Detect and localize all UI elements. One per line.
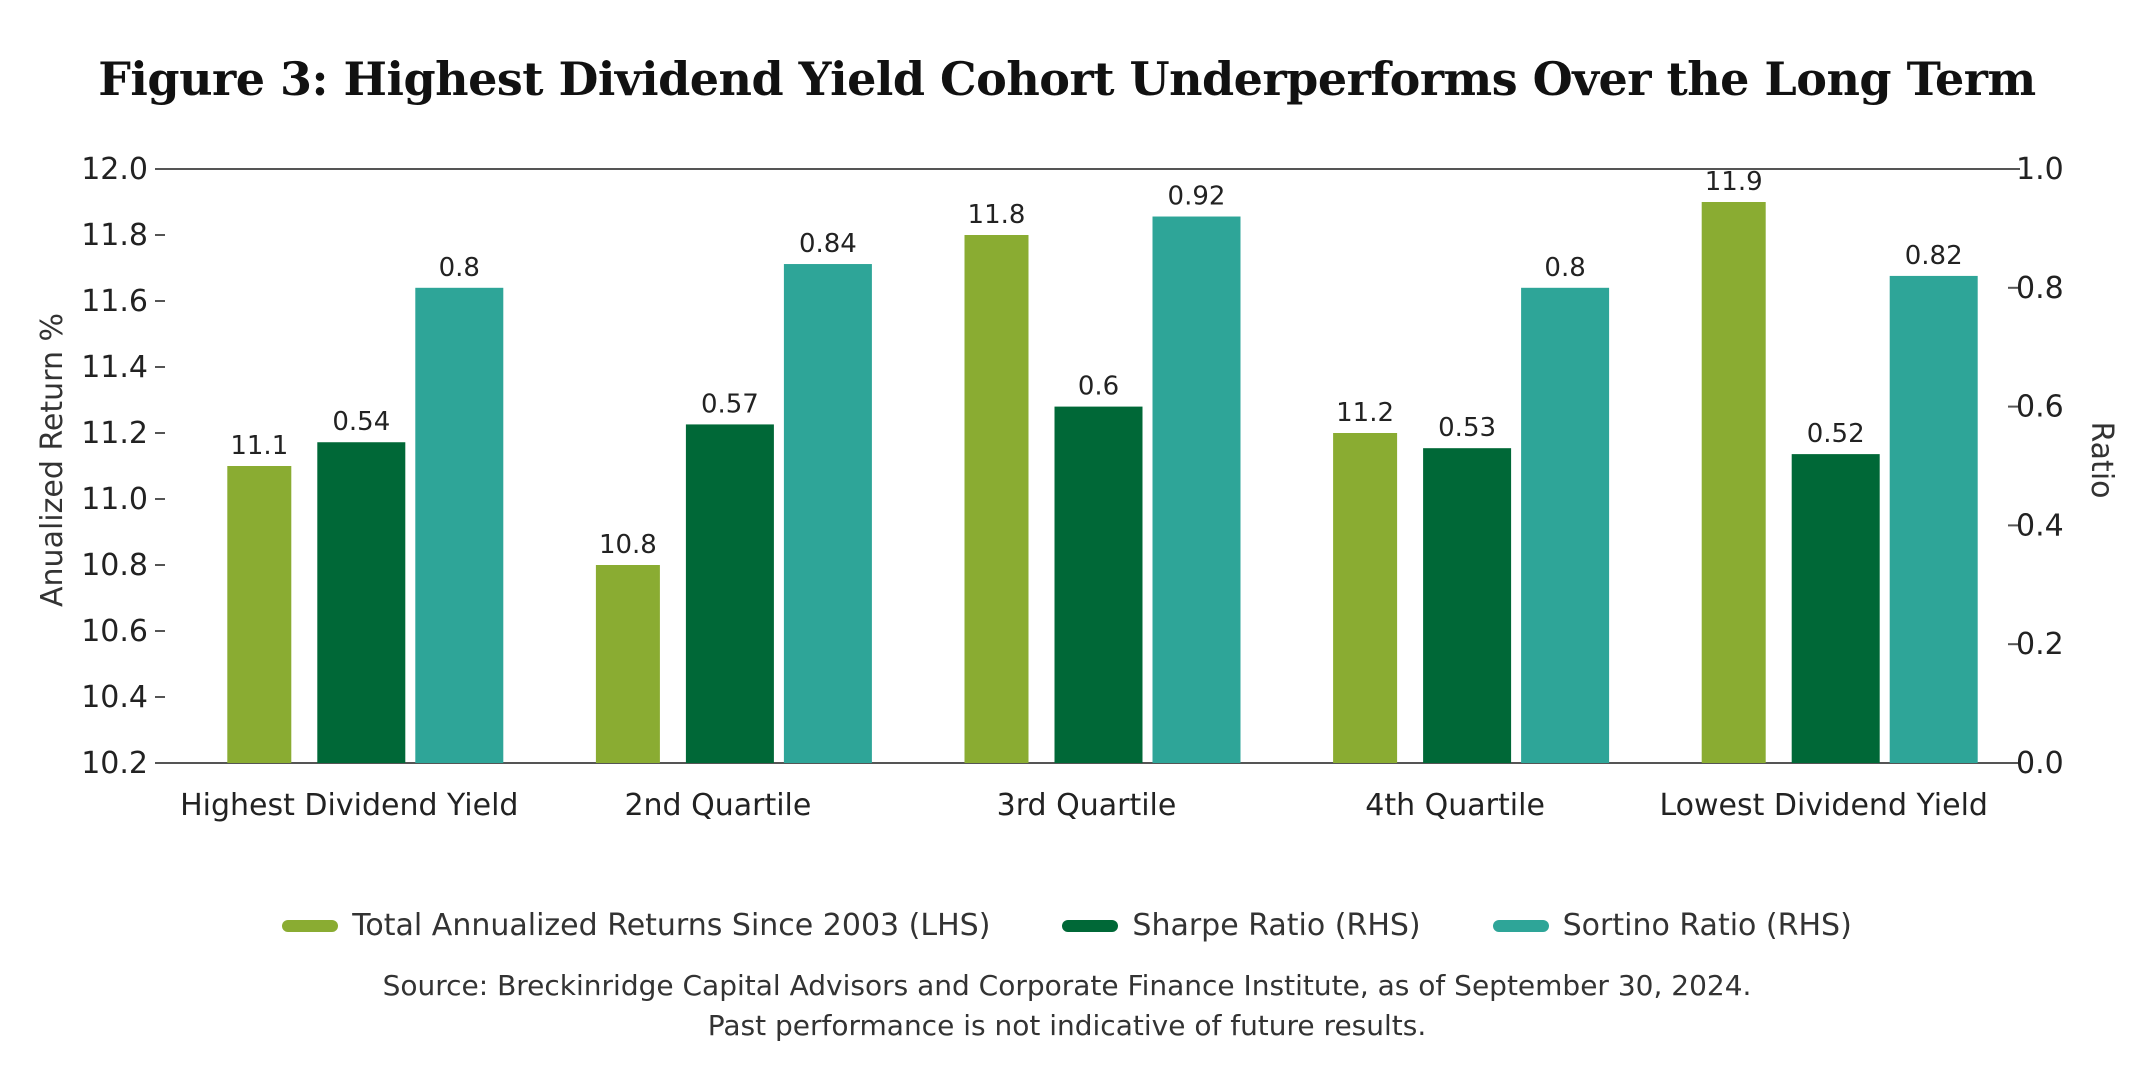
y-right-tick-label: 0.6 bbox=[2016, 390, 2064, 425]
bar-sharpe bbox=[1423, 448, 1512, 763]
y-left-tick-label: 11.8 bbox=[81, 218, 148, 253]
data-label-sharpe: 0.54 bbox=[332, 407, 390, 437]
data-label-sharpe: 0.53 bbox=[1438, 413, 1496, 443]
data-label-sortino: 0.82 bbox=[1905, 241, 1963, 271]
data-label-returns: 11.9 bbox=[1705, 167, 1763, 197]
data-label-returns: 11.2 bbox=[1336, 398, 1394, 428]
y-right-tick-label: 1.0 bbox=[2016, 152, 2064, 187]
y-right-tick-label: 0.2 bbox=[2016, 627, 2064, 662]
data-label-sharpe: 0.57 bbox=[701, 389, 759, 419]
x-tick-label: Highest Dividend Yield bbox=[180, 788, 518, 823]
x-tick-label: 2nd Quartile bbox=[624, 788, 811, 823]
y-left-tick-label: 10.6 bbox=[81, 614, 148, 649]
y-left-tick-label: 10.8 bbox=[81, 548, 148, 583]
bar-chart: 10.2 10.4 10.6 10.8 11.0 11.2 11.4 11.6 11.8 12.0… bbox=[35, 152, 2119, 823]
data-label-sharpe: 0.6 bbox=[1078, 372, 1119, 402]
bar-sortino bbox=[783, 264, 872, 763]
x-tick-label: 3rd Quartile bbox=[997, 788, 1177, 823]
y-right-tick-label: 0.8 bbox=[2016, 271, 2064, 306]
legend-item-sortino: Sortino Ratio (RHS) bbox=[1492, 908, 1852, 943]
chart-title: Figure 3: Highest Dividend Yield Cohort … bbox=[98, 52, 2036, 106]
data-label-sortino: 0.8 bbox=[1544, 253, 1585, 283]
legend-item-returns: Total Annualized Returns Since 2003 (LHS… bbox=[282, 908, 990, 943]
legend-swatch-sharpe bbox=[1062, 919, 1119, 932]
x-tick-label: Lowest Dividend Yield bbox=[1659, 788, 1988, 823]
legend-item-sharpe: Sharpe Ratio (RHS) bbox=[1062, 908, 1421, 943]
y-right-axis-title: Ratio bbox=[2084, 421, 2119, 498]
bar-sharpe bbox=[317, 442, 406, 763]
bar-sortino bbox=[415, 287, 504, 763]
data-label-returns: 11.8 bbox=[968, 200, 1026, 230]
y-left-tick-label: 11.0 bbox=[81, 482, 148, 517]
bar-returns bbox=[227, 466, 292, 763]
data-label-sortino: 0.92 bbox=[1168, 182, 1226, 212]
y-left-tick-label: 10.2 bbox=[81, 746, 148, 781]
source-note: Source: Breckinridge Capital Advisors an… bbox=[0, 966, 2134, 1046]
disclaimer-line: Past performance is not indicative of fu… bbox=[707, 1009, 1427, 1042]
bar-sharpe bbox=[1054, 406, 1143, 763]
y-left-tick-label: 12.0 bbox=[81, 152, 148, 187]
bar-sharpe bbox=[1791, 454, 1880, 763]
source-line: Source: Breckinridge Capital Advisors an… bbox=[382, 969, 1752, 1002]
bar-returns bbox=[1333, 433, 1398, 763]
y-left-tick-label: 11.6 bbox=[81, 284, 148, 319]
y-left-axis-title: Anualized Return % bbox=[35, 313, 70, 607]
data-label-returns: 11.1 bbox=[230, 431, 288, 461]
y-right-tick-label: 0.4 bbox=[2016, 508, 2064, 543]
y-right-tick-label: 0.0 bbox=[2016, 746, 2064, 781]
bar-returns bbox=[964, 235, 1029, 763]
x-tick-label: 4th Quartile bbox=[1365, 788, 1545, 823]
bar-returns bbox=[1701, 202, 1766, 763]
data-label-sharpe: 0.52 bbox=[1807, 419, 1865, 449]
legend-label-sharpe: Sharpe Ratio (RHS) bbox=[1132, 908, 1421, 943]
data-label-sortino: 0.84 bbox=[799, 229, 857, 259]
y-left-tick-label: 11.2 bbox=[81, 416, 148, 451]
legend-label-returns: Total Annualized Returns Since 2003 (LHS… bbox=[352, 908, 991, 943]
bar-sortino bbox=[1521, 287, 1610, 763]
legend-label-sortino: Sortino Ratio (RHS) bbox=[1562, 908, 1852, 943]
legend-swatch-sortino bbox=[1492, 919, 1549, 932]
legend: Total Annualized Returns Since 2003 (LHS… bbox=[0, 908, 2134, 943]
y-left-tick-label: 10.4 bbox=[81, 680, 148, 715]
bar-sortino bbox=[1152, 216, 1241, 763]
bar-sharpe bbox=[685, 424, 774, 763]
bar-returns bbox=[595, 565, 660, 763]
legend-swatch-returns bbox=[282, 919, 339, 932]
data-label-sortino: 0.8 bbox=[439, 253, 480, 283]
bar-sortino bbox=[1889, 275, 1978, 763]
y-left-tick-label: 11.4 bbox=[81, 350, 148, 385]
data-label-returns: 10.8 bbox=[599, 530, 657, 560]
